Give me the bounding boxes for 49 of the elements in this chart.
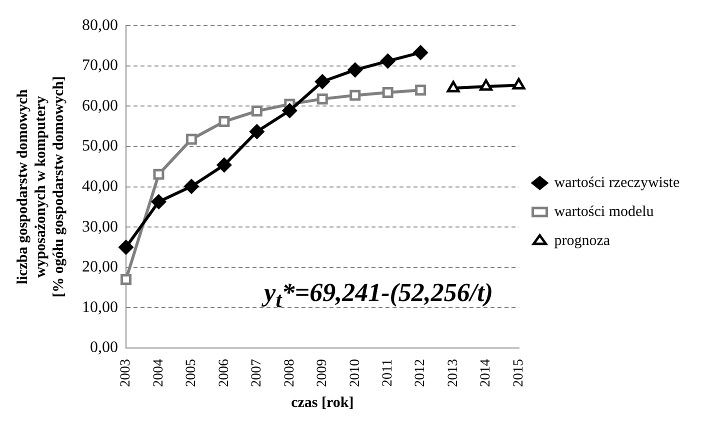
y-tick-label: 70,00 <box>82 57 118 74</box>
point <box>153 168 164 180</box>
point <box>350 90 361 101</box>
y-axis-title: liczba gospodarstw domowych wyposażonych w komputery [% ogółu gospodarstw domowych] <box>14 76 67 298</box>
x-tick-label: 2014 <box>478 359 494 387</box>
x-tick-label: 2007 <box>250 359 265 387</box>
y-tick-label: 20,00 <box>82 258 118 276</box>
x-tick-label: 2010 <box>348 359 363 387</box>
point <box>251 106 262 117</box>
point <box>151 194 166 209</box>
x-tick-label: 2006 <box>216 359 232 387</box>
point <box>382 87 394 98</box>
y-tick-label: 60,00 <box>82 97 118 114</box>
point <box>118 240 134 254</box>
legend-label: prognoza <box>554 232 610 249</box>
y-tick-label: 30,00 <box>82 218 118 236</box>
point <box>348 62 362 78</box>
legend-label: wartości modelu <box>554 204 654 220</box>
y-tick-label: 40,00 <box>82 178 118 196</box>
point <box>250 124 264 139</box>
x-tick-label: 2011 <box>380 359 396 386</box>
x-tick-label: 2015 <box>511 359 526 387</box>
x-tick-label: 2013 <box>446 359 461 387</box>
point <box>282 103 297 118</box>
x-axis-title: czas [rok] <box>291 394 354 411</box>
y-tick-label: 10,00 <box>82 298 118 316</box>
point <box>216 158 232 172</box>
point <box>413 45 428 60</box>
point <box>184 179 199 194</box>
point <box>315 74 330 89</box>
x-tick-label: 2012 <box>413 359 428 387</box>
x-tick-label: 2008 <box>282 359 298 387</box>
y-tick-label: 80,00 <box>82 16 118 34</box>
y-tick-label: 50,00 <box>82 138 118 155</box>
point <box>480 79 492 91</box>
x-tick-label: 2003 <box>118 359 134 387</box>
x-tick-label: 2004 <box>151 359 166 387</box>
point <box>186 134 197 145</box>
x-tick-label: 2009 <box>315 359 330 387</box>
point <box>380 54 396 68</box>
point <box>218 116 230 128</box>
annotation: y$_{t}$*=69,241-(52,256/t) <box>264 278 493 314</box>
point <box>120 274 132 285</box>
x-tick-label: 2005 <box>184 359 200 387</box>
point <box>415 84 426 96</box>
y-tick-label: 0,00 <box>90 339 118 356</box>
point <box>316 93 328 104</box>
point <box>446 80 460 92</box>
legend-label: wartości rzeczywiste <box>554 174 680 191</box>
